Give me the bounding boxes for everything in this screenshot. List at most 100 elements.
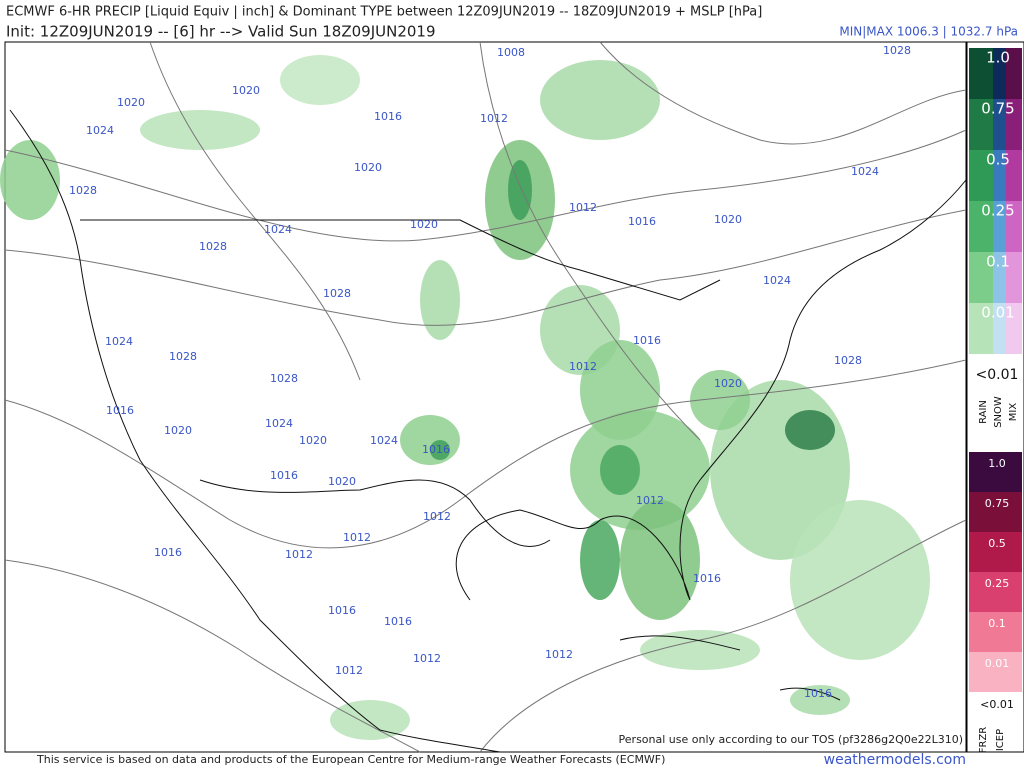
precip-area bbox=[600, 445, 640, 495]
boundaries bbox=[9, 109, 967, 753]
snow-swatch bbox=[993, 303, 1006, 354]
ice-type-label: FRZR bbox=[978, 727, 989, 754]
precip-area bbox=[280, 55, 360, 105]
personal-use-note: Personal use only according to our TOS (… bbox=[619, 733, 963, 746]
ice-scale-label: 0.01 bbox=[985, 657, 1010, 670]
isobar-label: 1012 bbox=[569, 201, 597, 214]
precip-area bbox=[790, 685, 850, 715]
isobar-label: 1024 bbox=[370, 434, 398, 447]
snow-swatch bbox=[993, 48, 1006, 99]
isobar-label: 1016 bbox=[633, 334, 661, 347]
isobar-label: 1020 bbox=[232, 84, 260, 97]
isobar-label: 1016 bbox=[628, 215, 656, 228]
isobar-label: 1012 bbox=[285, 548, 313, 561]
rain-scale-label: 0.01 bbox=[981, 304, 1014, 322]
mix-swatch bbox=[1006, 303, 1022, 354]
ice-swatch bbox=[969, 532, 1022, 572]
precip-area bbox=[140, 110, 260, 150]
title: ECMWF 6-HR PRECIP [Liquid Equiv | inch] … bbox=[6, 5, 762, 20]
precip-area bbox=[540, 60, 660, 140]
precip-area bbox=[690, 370, 750, 430]
ice-swatch bbox=[969, 612, 1022, 652]
isobar-label: 1024 bbox=[105, 335, 133, 348]
mix-swatch bbox=[1006, 201, 1022, 252]
mix-swatch bbox=[1006, 150, 1022, 201]
isobar-label: 1024 bbox=[264, 223, 292, 236]
rain-scale-label: 0.5 bbox=[986, 151, 1010, 169]
isobar-label: 1012 bbox=[413, 652, 441, 665]
legend: 1.0 0.75 0.5 0.25 0.1 0.01 <0.01 RAIN SNOW MIX 1.0… bbox=[966, 41, 1024, 754]
snow-swatch bbox=[993, 99, 1006, 150]
isobar-label: 1012 bbox=[569, 360, 597, 373]
mix-swatch bbox=[1006, 99, 1022, 150]
isobar-label: 1016 bbox=[154, 546, 182, 559]
isobar-label: 1016 bbox=[693, 572, 721, 585]
mix-swatch bbox=[1006, 252, 1022, 303]
ice-min-label: <0.01 bbox=[980, 698, 1014, 711]
isobar-label: 1016 bbox=[422, 443, 450, 456]
rain-scale-label: 1.0 bbox=[986, 49, 1010, 67]
isobar-label: 1020 bbox=[164, 424, 192, 437]
type-label: MIX bbox=[1008, 403, 1019, 422]
mix-swatch bbox=[1006, 48, 1022, 99]
precip-area bbox=[508, 160, 532, 220]
isobar-label: 1016 bbox=[384, 615, 412, 628]
isobar-label: 1012 bbox=[545, 648, 573, 661]
precip-area bbox=[430, 440, 450, 460]
isobar-label: 1028 bbox=[323, 287, 351, 300]
isobar-label: 1024 bbox=[86, 124, 114, 137]
rain-swatch bbox=[969, 252, 993, 303]
isobar-label: 1028 bbox=[270, 372, 298, 385]
isobar-label: 1012 bbox=[480, 112, 508, 125]
isobar-label: 1028 bbox=[169, 350, 197, 363]
snow-swatch bbox=[993, 252, 1006, 303]
isobar-lines bbox=[4, 41, 967, 753]
ice-scale-label: 1.0 bbox=[988, 457, 1006, 470]
rain-swatch bbox=[969, 150, 993, 201]
precip-area bbox=[0, 140, 60, 220]
ice-scale-label: 0.1 bbox=[988, 617, 1006, 630]
precip-area bbox=[400, 415, 460, 465]
ice-swatch bbox=[969, 452, 1022, 492]
isobar-label: 1016 bbox=[328, 604, 356, 617]
rain-min-label: <0.01 bbox=[976, 367, 1019, 383]
ice-swatch bbox=[969, 652, 1022, 692]
isobar-label: 1012 bbox=[636, 494, 664, 507]
isobar-label: 1012 bbox=[335, 664, 363, 677]
isobar-label: 1016 bbox=[374, 110, 402, 123]
isobar-label: 1016 bbox=[270, 469, 298, 482]
site-link[interactable]: weathermodels.com bbox=[824, 752, 966, 768]
ice-scale-label: 0.75 bbox=[985, 497, 1010, 510]
isobar-label: 1012 bbox=[343, 531, 371, 544]
isobar-label: 1016 bbox=[804, 687, 832, 700]
rain-swatch bbox=[969, 201, 993, 252]
type-label: RAIN bbox=[978, 400, 989, 424]
isobar-label: 1028 bbox=[69, 184, 97, 197]
isobar-label: 1020 bbox=[117, 96, 145, 109]
snow-swatch bbox=[993, 201, 1006, 252]
isobar-label: 1020 bbox=[714, 213, 742, 226]
isobar-label: 1020 bbox=[328, 475, 356, 488]
isobar-label: 1012 bbox=[423, 510, 451, 523]
precip-area bbox=[790, 500, 930, 660]
precip-area bbox=[640, 630, 760, 670]
rain-swatch bbox=[969, 303, 993, 354]
ice-type-label: ICEP bbox=[995, 729, 1006, 751]
precip-area bbox=[420, 260, 460, 340]
isobar-label: 1024 bbox=[851, 165, 879, 178]
isobar-label: 1024 bbox=[763, 274, 791, 287]
isobar-label: 1028 bbox=[199, 240, 227, 253]
snow-swatch bbox=[993, 150, 1006, 201]
isobar-label: 1028 bbox=[883, 44, 911, 57]
ice-scale-label: 0.5 bbox=[988, 537, 1006, 550]
rain-scale-label: 0.1 bbox=[986, 253, 1010, 271]
ice-swatch bbox=[969, 492, 1022, 532]
isobar-label: 1020 bbox=[354, 161, 382, 174]
min-max: MIN|MAX 1006.3 | 1032.7 hPa bbox=[839, 25, 1018, 39]
isobar-label: 1016 bbox=[106, 404, 134, 417]
isobar-labels: 1008 1020 1020 1024 1016 1012 1028 1020 1028 1012… bbox=[69, 44, 911, 700]
type-label: SNOW bbox=[993, 396, 1004, 428]
isobar-label: 1024 bbox=[265, 417, 293, 430]
